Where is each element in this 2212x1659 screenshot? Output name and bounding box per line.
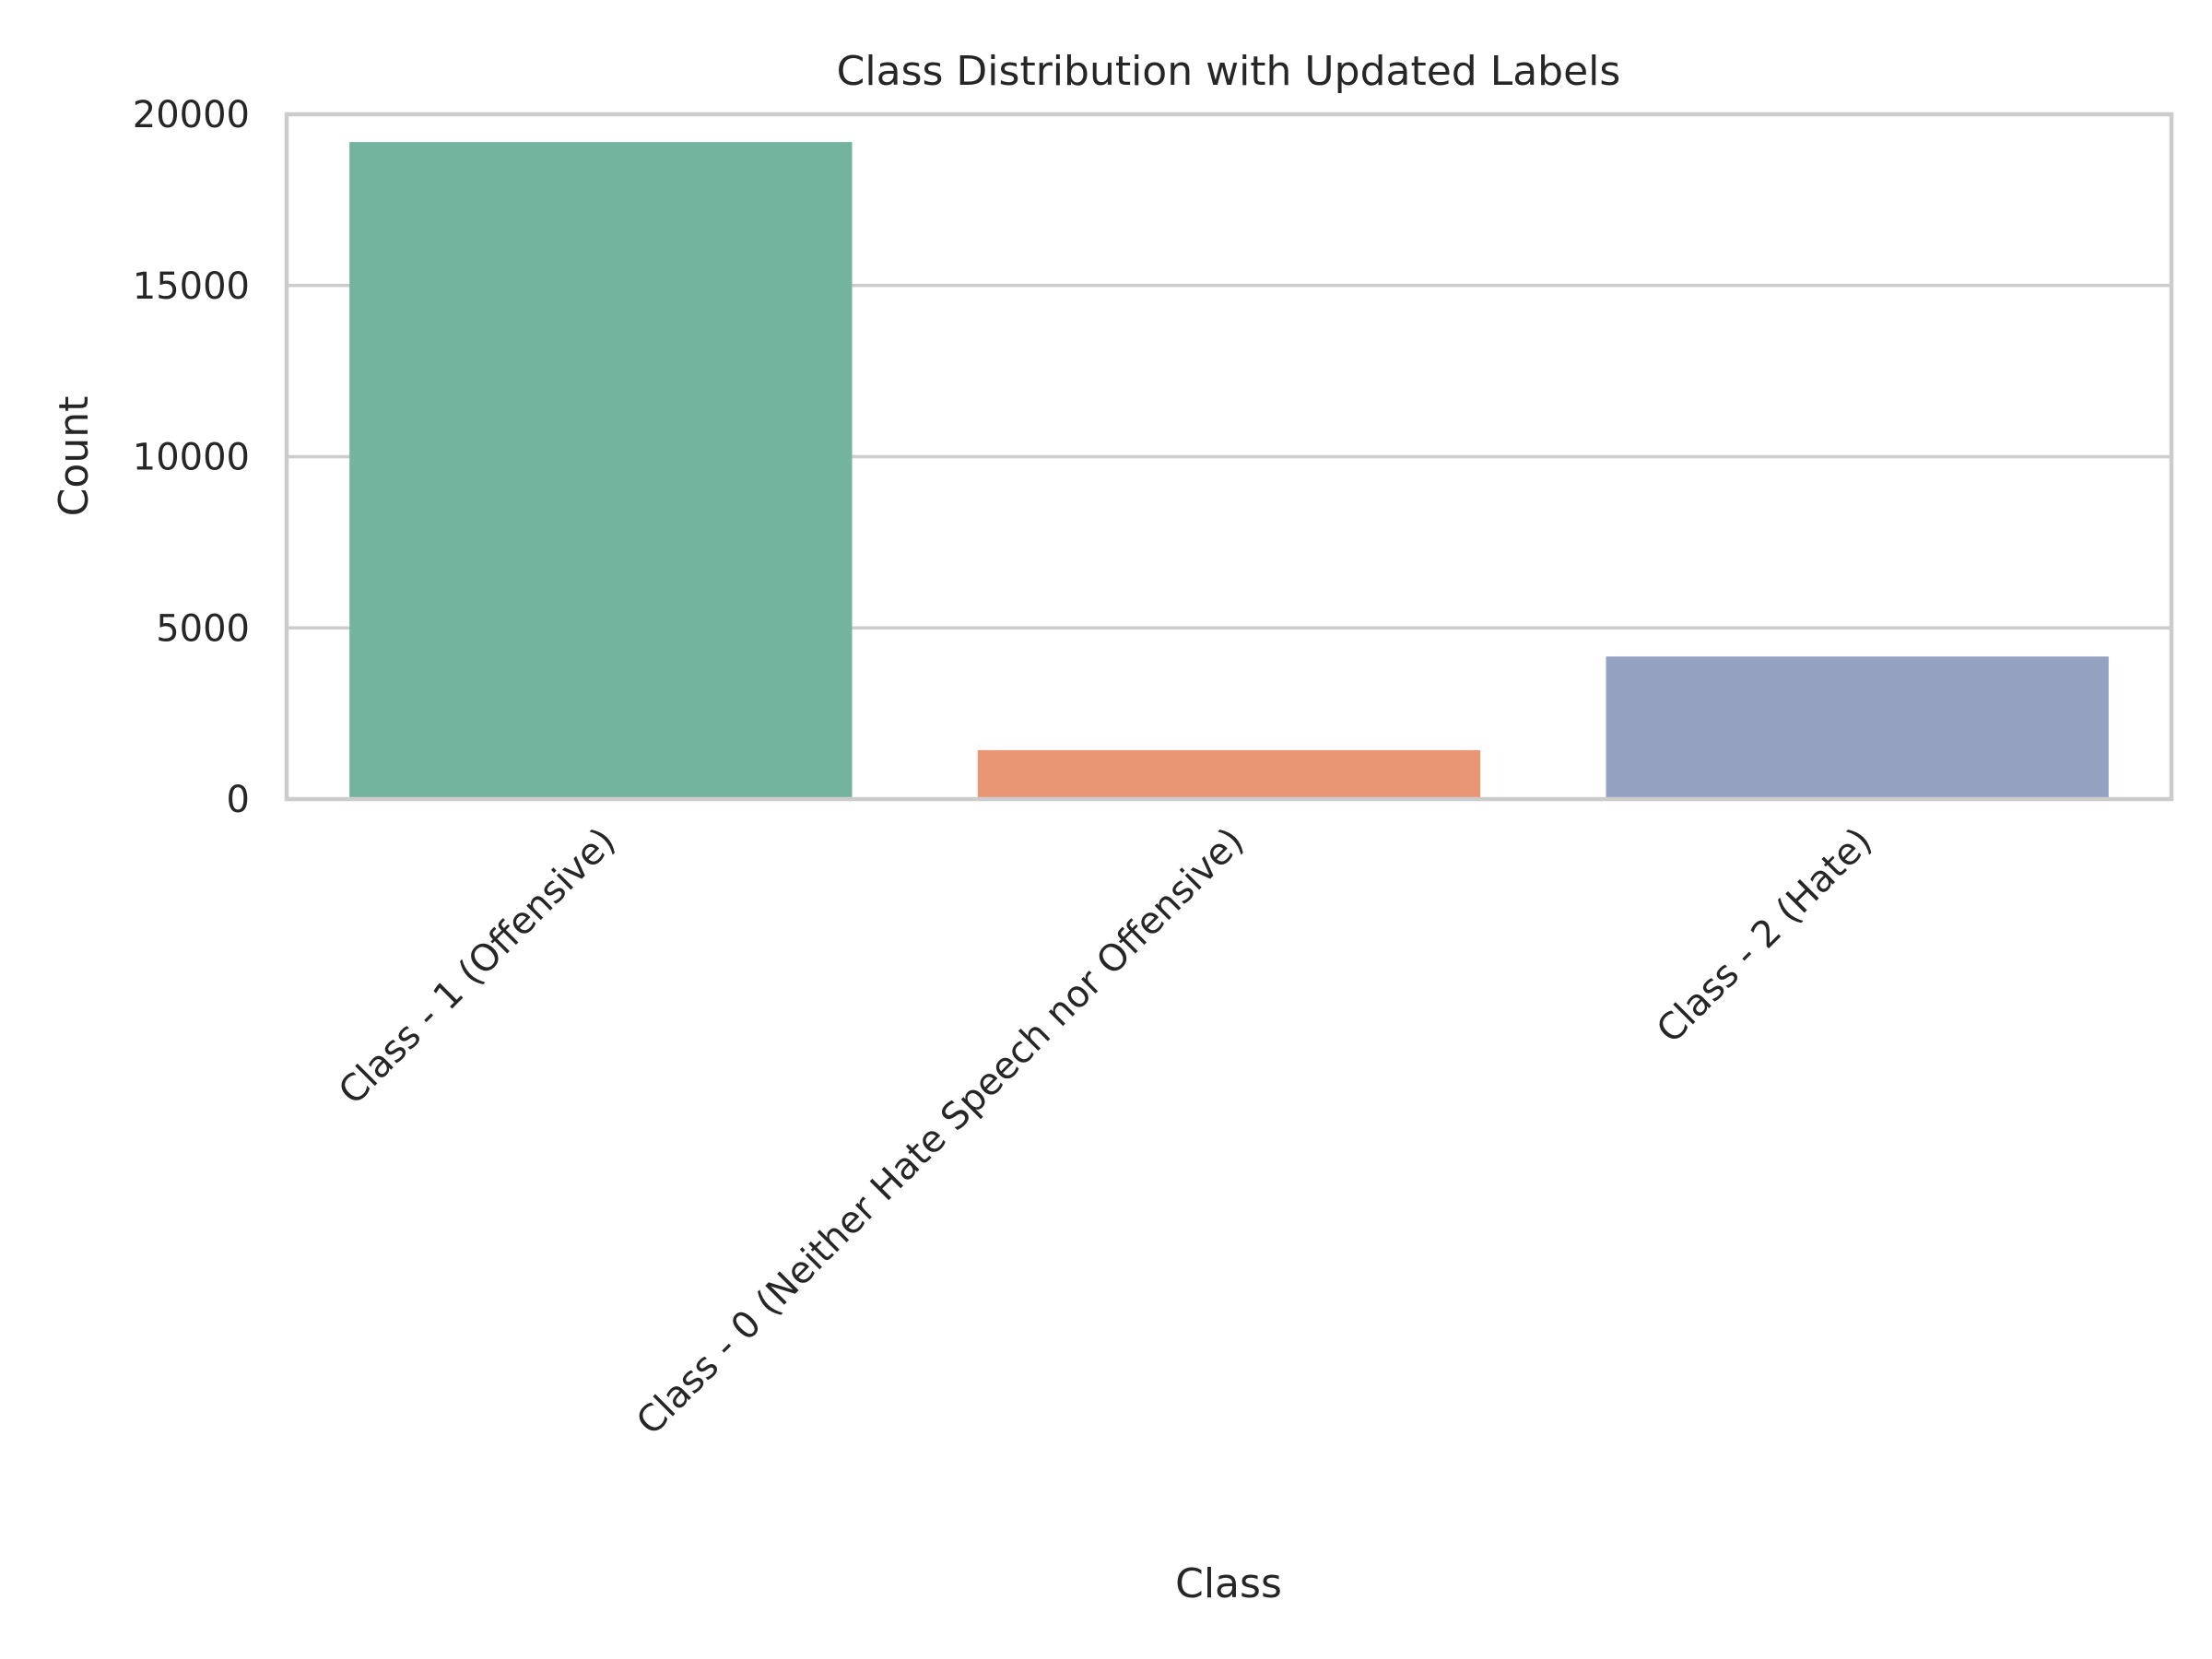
y-tick-label: 10000: [133, 437, 250, 479]
x-tick-label: Class - 0 (Neither Hate Speech nor Offen…: [629, 820, 1253, 1444]
bars: [349, 142, 2109, 800]
y-tick-label: 5000: [156, 607, 250, 650]
bar-2: [977, 749, 1481, 799]
bar-3: [1606, 656, 2109, 799]
y-tick-label: 0: [227, 779, 250, 821]
x-tick-label: Class - 1 (Offensive): [331, 820, 624, 1113]
bar-1: [349, 142, 853, 800]
x-tick-label: Class - 2 (Hate): [1649, 820, 1880, 1052]
plot-frame: [284, 112, 2174, 802]
y-tick-label: 20000: [133, 94, 250, 136]
y-axis-label: Count: [51, 396, 98, 517]
y-tick-label: 15000: [133, 265, 250, 308]
x-axis-label: Class: [1175, 1560, 1282, 1607]
x-tick-labels: Class - 1 (Offensive) Class - 0 (Neither …: [331, 820, 1880, 1444]
y-tick-labels: 0 5000 10000 15000 20000: [133, 94, 250, 821]
chart-title: Class Distribution with Updated Labels: [837, 48, 1621, 95]
